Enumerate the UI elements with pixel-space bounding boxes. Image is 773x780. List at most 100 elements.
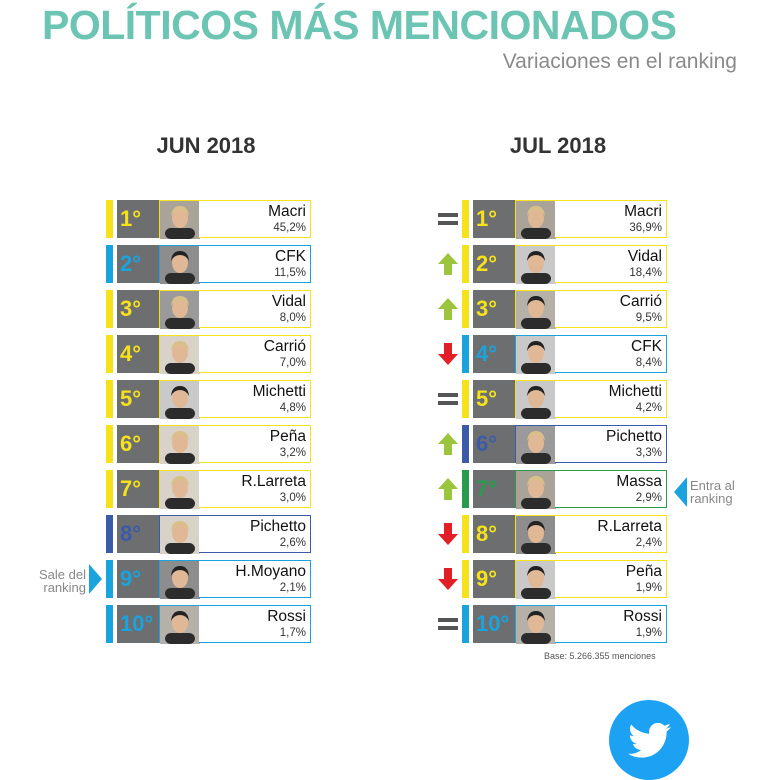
rank-label: 10° <box>473 605 515 643</box>
politician-photo <box>159 515 200 554</box>
row-info: Peña 1,9% <box>555 560 667 598</box>
rank-label: 8° <box>117 515 159 553</box>
rank-label: 10° <box>117 605 159 643</box>
ranking-row-jul: 9° Peña 1,9% <box>462 560 667 599</box>
politician-name: Macri <box>624 203 662 220</box>
politician-photo <box>515 245 556 284</box>
arrow-down-icon <box>437 341 459 367</box>
row-info: R.Larreta 3,0% <box>199 470 311 508</box>
politician-name: Vidal <box>271 293 306 310</box>
row-color-bar <box>462 515 469 553</box>
ranking-row-jul: 8° R.Larreta 2,4% <box>462 515 667 554</box>
row-color-bar <box>106 380 113 418</box>
rank-label: 1° <box>117 200 159 238</box>
arrow-up-icon <box>437 296 459 322</box>
politician-photo <box>159 200 200 239</box>
politician-photo <box>159 380 200 419</box>
mention-share: 2,4% <box>635 537 662 549</box>
politician-photo <box>515 515 556 554</box>
row-info: Carrió 9,5% <box>555 290 667 328</box>
row-info: CFK 11,5% <box>199 245 311 283</box>
arrow-down-icon <box>437 566 459 592</box>
row-color-bar <box>106 335 113 373</box>
page-subtitle: Variaciones en el ranking <box>502 50 737 73</box>
twitter-icon <box>609 700 689 780</box>
triangle-left-icon <box>674 477 687 507</box>
ranking-row-jun: 10° Rossi 1,7% <box>106 605 311 644</box>
mention-share: 18,4% <box>629 267 662 279</box>
politician-photo <box>159 245 200 284</box>
arrow-up-icon <box>437 251 459 277</box>
base-note: Base: 5.266.355 menciones <box>544 651 656 661</box>
note-enters-line1: Entra al <box>690 478 735 493</box>
mention-share: 36,9% <box>629 222 662 234</box>
politician-name: Carrió <box>619 293 662 310</box>
ranking-row-jul: 4° CFK 8,4% <box>462 335 667 374</box>
ranking-row-jul: 10° Rossi 1,9% <box>462 605 667 644</box>
row-color-bar <box>462 380 469 418</box>
politician-name: Vidal <box>627 248 662 265</box>
ranking-row-jun: 2° CFK 11,5% <box>106 245 311 284</box>
politician-photo <box>515 560 556 599</box>
rank-label: 3° <box>117 290 159 328</box>
politician-name: Rossi <box>267 608 306 625</box>
mention-share: 3,0% <box>279 492 306 504</box>
rank-label: 6° <box>117 425 159 463</box>
column-title-jun: JUN 2018 <box>156 133 256 158</box>
equals-icon <box>437 611 459 637</box>
rank-label: 9° <box>117 560 159 598</box>
politician-photo <box>515 290 556 329</box>
row-info: Peña 3,2% <box>199 425 311 463</box>
ranking-row-jul: 2° Vidal 18,4% <box>462 245 667 284</box>
row-info: Rossi 1,7% <box>199 605 311 643</box>
politician-name: Michetti <box>252 383 306 400</box>
note-leaves-ranking: Sale del ranking <box>34 568 86 594</box>
rank-label: 7° <box>473 470 515 508</box>
politician-name: Peña <box>625 563 662 580</box>
mention-share: 1,7% <box>279 627 306 639</box>
ranking-row-jul: 5° Michetti 4,2% <box>462 380 667 419</box>
row-info: Vidal 8,0% <box>199 290 311 328</box>
politician-photo <box>159 335 200 374</box>
rank-label: 5° <box>473 380 515 418</box>
column-title-jul: JUL 2018 <box>509 133 607 158</box>
rank-label: 2° <box>117 245 159 283</box>
rank-label: 1° <box>473 200 515 238</box>
ranking-row-jun: 9° H.Moyano 2,1% <box>106 560 311 599</box>
rank-label: 8° <box>473 515 515 553</box>
mention-share: 3,2% <box>279 447 306 459</box>
politician-name: Peña <box>269 428 306 445</box>
mention-share: 7,0% <box>279 357 306 369</box>
note-leaves-line1: Sale del <box>39 567 86 582</box>
rank-label: 3° <box>473 290 515 328</box>
ranking-row-jul: 6° Pichetto 3,3% <box>462 425 667 464</box>
row-color-bar <box>106 290 113 328</box>
row-color-bar <box>106 425 113 463</box>
ranking-row-jul: 3° Carrió 9,5% <box>462 290 667 329</box>
row-info: H.Moyano 2,1% <box>199 560 311 598</box>
mention-share: 2,9% <box>635 492 662 504</box>
row-color-bar <box>106 200 113 238</box>
equals-icon <box>437 386 459 412</box>
row-color-bar <box>462 245 469 283</box>
mention-share: 45,2% <box>273 222 306 234</box>
row-color-bar <box>106 560 113 598</box>
politician-name: H.Moyano <box>235 563 306 580</box>
row-info: Michetti 4,8% <box>199 380 311 418</box>
rank-label: 4° <box>117 335 159 373</box>
ranking-row-jun: 7° R.Larreta 3,0% <box>106 470 311 509</box>
row-color-bar <box>106 515 113 553</box>
row-info: R.Larreta 2,4% <box>555 515 667 553</box>
rank-label: 2° <box>473 245 515 283</box>
ranking-row-jun: 6° Peña 3,2% <box>106 425 311 464</box>
mention-share: 2,6% <box>279 537 306 549</box>
row-info: Macri 36,9% <box>555 200 667 238</box>
politician-photo <box>159 560 200 599</box>
politician-name: Michetti <box>608 383 662 400</box>
rank-label: 6° <box>473 425 515 463</box>
row-color-bar <box>462 470 469 508</box>
ranking-row-jun: 5° Michetti 4,8% <box>106 380 311 419</box>
politician-photo <box>515 425 556 464</box>
politician-photo <box>515 200 556 239</box>
politician-photo <box>515 380 556 419</box>
